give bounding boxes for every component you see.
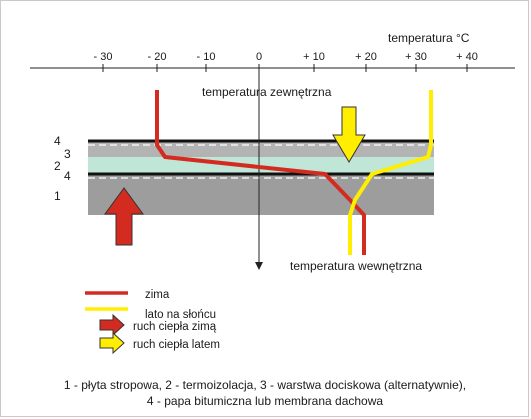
roof-layers: [88, 139, 434, 215]
axis-tick-labels: - 30 - 20 - 10 0 + 10 + 20 + 30 + 40: [94, 51, 478, 63]
winter-temperature-line: [155, 90, 366, 255]
legend-heat-winter-label: ruch ciepła zimą: [133, 321, 217, 333]
summer-heat-flow-arrow: [332, 106, 366, 163]
summer-temperature-line: [348, 90, 433, 255]
layer-cover: [88, 142, 434, 157]
legend-summer-arrow-icon: [99, 331, 125, 355]
tick-label: - 10: [197, 51, 216, 63]
legend-winter-arrow-icon: [99, 313, 125, 337]
legend-summer-label: lato na słońcu: [145, 309, 216, 321]
tick-label: + 10: [303, 51, 325, 63]
layer-number: 4: [54, 134, 61, 148]
tick-label: 0: [256, 51, 262, 63]
axis-unit: °C: [456, 31, 470, 45]
caption-line-2: 4 - papa bitumiczna lub membrana dachowa: [147, 394, 383, 408]
layer-number: 1: [54, 189, 61, 203]
layer-number: 2: [54, 159, 61, 173]
axis-ticks: [102, 64, 468, 72]
caption-line-1: 1 - płyta stropowa, 2 - termoizolacja, 3…: [64, 378, 466, 392]
legend-heat-summer-label: ruch ciepła latem: [133, 339, 220, 351]
layer-number: 3: [64, 147, 71, 161]
tick-label: - 30: [94, 51, 113, 63]
tick-label: + 20: [355, 51, 377, 63]
winter-heat-flow-arrow: [104, 187, 144, 246]
inside-temperature-label: temperatura wewnętrzna: [290, 259, 422, 273]
tick-label: + 30: [405, 51, 427, 63]
layer-insulation: [88, 157, 434, 173]
tick-label: - 20: [148, 51, 167, 63]
layer-numbers: 4 3 2 4 1: [54, 134, 71, 203]
legend-winter-label: zima: [145, 289, 170, 301]
tick-label: + 40: [456, 51, 478, 63]
outside-temperature-label: temperatura zewnętrzna: [202, 85, 332, 99]
legend: zima lato na słońcu ruch ciepła zimą ruc…: [85, 289, 220, 355]
layer-slab: [88, 175, 434, 215]
axis-title: temperatura: [388, 31, 453, 45]
layer-number: 4: [64, 169, 71, 183]
